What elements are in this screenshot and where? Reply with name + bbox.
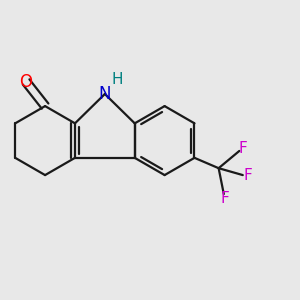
Text: F: F [244,168,253,183]
Text: F: F [221,191,230,206]
Text: N: N [99,85,111,103]
Text: F: F [239,141,248,156]
Text: H: H [111,71,123,86]
Text: O: O [20,73,33,91]
